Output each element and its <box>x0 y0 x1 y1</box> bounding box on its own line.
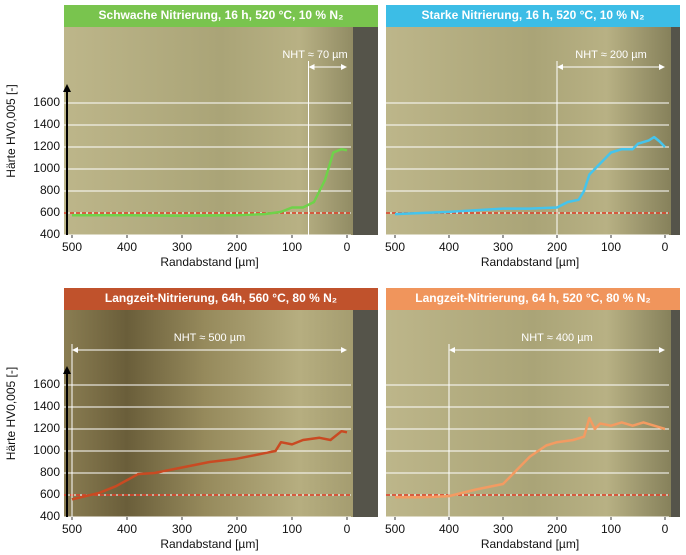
nht-annotation: NHT ≈ 400 µm <box>521 332 592 344</box>
figure: Schwache Nitrierung, 16 h, 520 °C, 10 % … <box>0 0 686 555</box>
x-tick-label: 300 <box>493 522 513 536</box>
x-tick-label: 200 <box>227 522 247 536</box>
x-tick-label: 0 <box>344 240 351 254</box>
x-tick-label: 200 <box>227 240 247 254</box>
y-tick-label: 800 <box>40 183 60 197</box>
y-tick-label: 400 <box>40 509 60 523</box>
panel: Starke Nitrierung, 16 h, 520 °C, 10 % N₂… <box>385 5 680 269</box>
y-tick-label: 1600 <box>33 377 60 391</box>
y-tick-label: 1200 <box>33 139 60 153</box>
x-tick-label: 500 <box>62 522 82 536</box>
y-tick-label: 400 <box>40 227 60 241</box>
x-tick-label: 100 <box>601 240 621 254</box>
y-tick-label: 600 <box>40 487 60 501</box>
edge-strip <box>353 310 378 517</box>
edge-strip <box>671 27 680 235</box>
x-tick-label: 400 <box>117 522 137 536</box>
x-tick-label: 100 <box>282 522 302 536</box>
x-axis-label: Randabstand [µm] <box>481 537 579 551</box>
y-tick-label: 1000 <box>33 443 60 457</box>
x-tick-label: 400 <box>439 522 459 536</box>
edge-strip <box>353 27 378 235</box>
panel-title: Langzeit-Nitrierung, 64h, 560 °C, 80 % N… <box>105 291 337 305</box>
x-tick-label: 400 <box>439 240 459 254</box>
x-tick-label: 300 <box>172 240 192 254</box>
y-tick-label: 1400 <box>33 117 60 131</box>
x-axis-label: Randabstand [µm] <box>481 255 579 269</box>
x-tick-label: 400 <box>117 240 137 254</box>
x-tick-label: 300 <box>493 240 513 254</box>
x-axis-label: Randabstand [µm] <box>160 255 258 269</box>
x-tick-label: 0 <box>344 522 351 536</box>
edge-strip <box>671 310 680 517</box>
panel-title: Schwache Nitrierung, 16 h, 520 °C, 10 % … <box>99 8 344 22</box>
y-tick-label: 1600 <box>33 95 60 109</box>
y-tick-label: 1400 <box>33 399 60 413</box>
y-axis-label: Härte HV0,005 [-] <box>4 84 18 177</box>
x-tick-label: 500 <box>385 522 405 536</box>
x-tick-label: 500 <box>385 240 405 254</box>
panel: Langzeit-Nitrierung, 64 h, 520 °C, 80 % … <box>385 288 680 551</box>
y-tick-label: 1200 <box>33 421 60 435</box>
y-tick-label: 800 <box>40 465 60 479</box>
panel-title: Starke Nitrierung, 16 h, 520 °C, 10 % N₂ <box>422 8 645 22</box>
y-tick-label: 600 <box>40 205 60 219</box>
x-tick-label: 300 <box>172 522 192 536</box>
x-tick-label: 100 <box>282 240 302 254</box>
x-tick-label: 200 <box>547 522 567 536</box>
x-axis-label: Randabstand [µm] <box>160 537 258 551</box>
x-tick-label: 500 <box>62 240 82 254</box>
y-axis-label: Härte HV0,005 [-] <box>4 367 18 460</box>
nht-annotation: NHT ≈ 500 µm <box>174 332 245 344</box>
nht-annotation: NHT ≈ 200 µm <box>575 49 646 61</box>
x-tick-label: 0 <box>662 522 669 536</box>
panel: Schwache Nitrierung, 16 h, 520 °C, 10 % … <box>4 5 378 269</box>
y-tick-label: 1000 <box>33 161 60 175</box>
panel-title: Langzeit-Nitrierung, 64 h, 520 °C, 80 % … <box>415 291 651 305</box>
panel: Langzeit-Nitrierung, 64h, 560 °C, 80 % N… <box>4 288 378 551</box>
nht-annotation: NHT ≈ 70 µm <box>282 49 347 61</box>
x-tick-label: 100 <box>601 522 621 536</box>
x-tick-label: 0 <box>662 240 669 254</box>
x-tick-label: 200 <box>547 240 567 254</box>
